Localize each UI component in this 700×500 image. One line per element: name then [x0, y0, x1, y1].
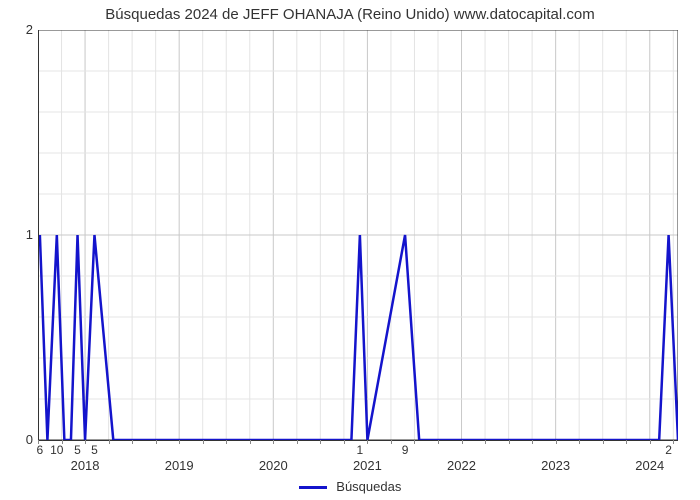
y-tick-label: 0	[3, 432, 33, 447]
data-point-label: 10	[50, 443, 63, 457]
data-point-label: 5	[91, 443, 98, 457]
x-minor-tick	[320, 440, 321, 444]
legend: Búsquedas	[0, 479, 700, 494]
x-minor-tick	[109, 440, 110, 444]
x-minor-tick	[156, 440, 157, 444]
data-point-label: 6	[37, 443, 44, 457]
x-minor-tick	[203, 440, 204, 444]
x-minor-tick	[226, 440, 227, 444]
x-tick-label: 2022	[447, 458, 476, 473]
x-tick-label: 2024	[635, 458, 664, 473]
x-tick-label: 2018	[71, 458, 100, 473]
data-point-label: 2	[665, 443, 672, 457]
x-tick-label: 2019	[165, 458, 194, 473]
data-point-label: 5	[74, 443, 81, 457]
data-point-label: 1	[357, 443, 364, 457]
y-axis-line	[38, 30, 39, 440]
x-minor-tick	[344, 440, 345, 444]
x-minor-tick	[462, 440, 463, 444]
x-minor-tick	[438, 440, 439, 444]
x-minor-tick	[297, 440, 298, 444]
x-minor-tick	[650, 440, 651, 444]
x-minor-tick	[250, 440, 251, 444]
x-minor-tick	[556, 440, 557, 444]
x-minor-tick	[579, 440, 580, 444]
x-tick-label: 2020	[259, 458, 288, 473]
legend-swatch	[299, 486, 327, 489]
x-minor-tick	[132, 440, 133, 444]
legend-label: Búsquedas	[336, 479, 401, 494]
x-minor-tick	[273, 440, 274, 444]
data-point-label: 9	[402, 443, 409, 457]
x-minor-tick	[509, 440, 510, 444]
chart-plot	[38, 30, 678, 440]
y-tick-label: 1	[3, 227, 33, 242]
y-tick-label: 2	[3, 22, 33, 37]
x-minor-tick	[85, 440, 86, 444]
x-minor-tick	[367, 440, 368, 444]
x-tick-label: 2023	[541, 458, 570, 473]
x-minor-tick	[485, 440, 486, 444]
x-minor-tick	[414, 440, 415, 444]
x-axis-line	[38, 440, 678, 441]
x-minor-tick	[626, 440, 627, 444]
x-minor-tick	[603, 440, 604, 444]
x-minor-tick	[532, 440, 533, 444]
x-minor-tick	[179, 440, 180, 444]
chart-title: Búsquedas 2024 de JEFF OHANAJA (Reino Un…	[0, 6, 700, 23]
chart-container: Búsquedas 2024 de JEFF OHANAJA (Reino Un…	[0, 0, 700, 500]
x-minor-tick	[391, 440, 392, 444]
x-minor-tick	[673, 440, 674, 444]
x-tick-label: 2021	[353, 458, 382, 473]
